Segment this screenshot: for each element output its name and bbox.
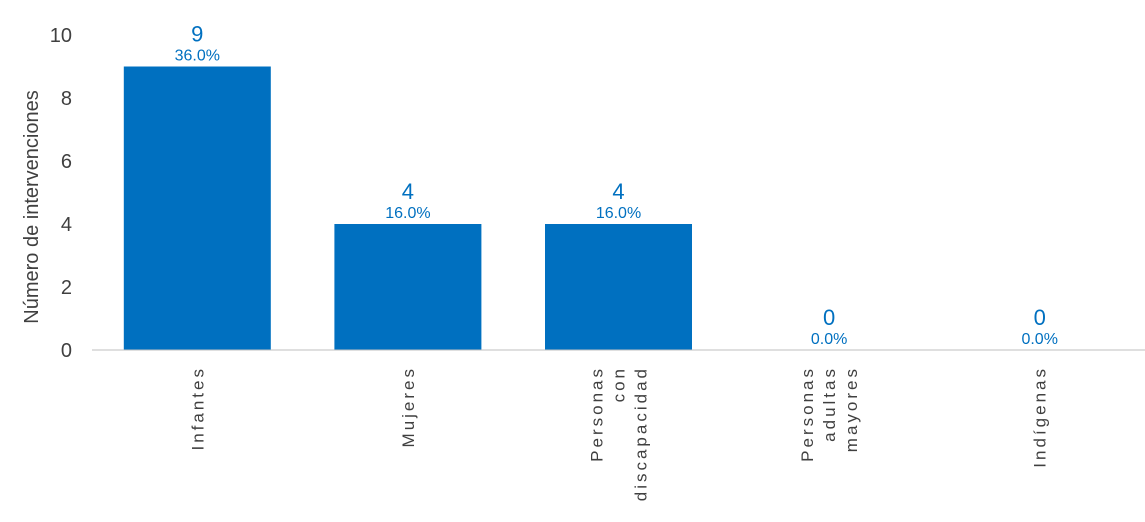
bar	[334, 224, 482, 350]
y-tick-label: 10	[50, 25, 72, 47]
x-tick-label: Indígenas	[1031, 366, 1050, 468]
x-tick-label-line: Infantes	[188, 366, 207, 451]
y-tick-label: 2	[61, 277, 72, 299]
x-tick-label-line: adultas	[820, 366, 839, 442]
bar	[545, 224, 692, 350]
bars	[123, 66, 692, 350]
percent-label: 16.0%	[385, 205, 430, 222]
value-label: 0	[1034, 305, 1046, 330]
percent-label: 0.0%	[1021, 331, 1057, 348]
data-labels: 936.0%416.0%416.0%00.0%00.0%	[175, 22, 1058, 349]
value-label: 0	[823, 305, 835, 330]
x-axis: Infantes Mujeres Personas con discapacidad Pe…	[188, 366, 1049, 501]
x-tick-label: Infantes	[188, 366, 207, 451]
value-label: 4	[612, 179, 624, 204]
x-tick-label: Mujeres	[399, 366, 418, 447]
percent-label: 0.0%	[811, 331, 847, 348]
y-tick-label: 0	[61, 340, 72, 362]
y-tick-label: 6	[61, 151, 72, 173]
y-tick-label: 4	[61, 214, 72, 236]
x-tick-label-line: discapacidad	[632, 366, 651, 501]
x-tick-label: Personas con discapacidad	[588, 366, 651, 501]
x-tick-label-line: Personas	[588, 366, 607, 462]
x-tick-label: Personas adultas mayores	[798, 366, 861, 462]
y-axis: 0 2 4 6 8 10	[50, 25, 72, 362]
x-tick-label-line: Personas	[798, 366, 817, 462]
value-label: 9	[191, 22, 203, 47]
percent-label: 16.0%	[596, 205, 641, 222]
x-tick-label-line: Indígenas	[1031, 366, 1050, 468]
y-tick-label: 8	[61, 88, 72, 110]
y-axis-label: Número de intervenciones	[21, 90, 43, 323]
bar	[123, 66, 271, 350]
x-tick-label-line: con	[610, 366, 629, 402]
value-label: 4	[402, 179, 414, 204]
x-tick-label-line: Mujeres	[399, 366, 418, 447]
x-tick-label-line: mayores	[842, 366, 861, 452]
percent-label: 36.0%	[175, 48, 220, 65]
